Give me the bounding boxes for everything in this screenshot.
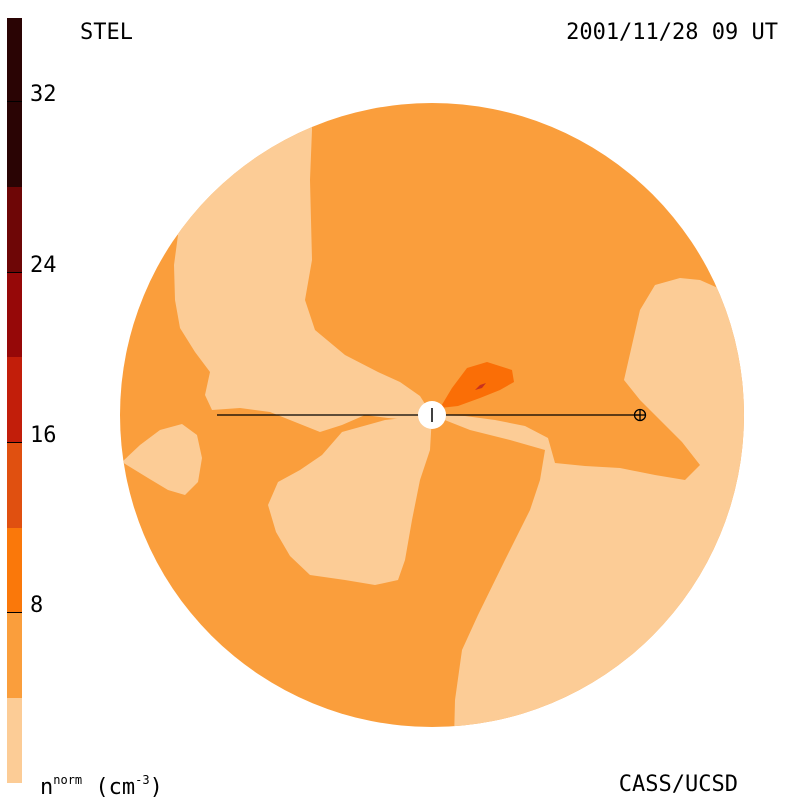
map-region-peak [475,383,486,390]
colorbar-segment [7,528,22,613]
credit-label: CASS/UCSD [618,772,738,797]
quantity-superscript: norm [53,773,83,787]
colorbar-segment [7,443,22,528]
quantity-unit: (cm [95,775,136,800]
quantity-base: n [40,775,54,800]
colorbar-tick [7,612,22,613]
colorbar-segment [7,613,22,698]
unit-superscript: -3 [135,773,150,787]
colorbar-segment [7,272,22,357]
map-region-low [268,415,432,585]
instrument-label: STEL [80,20,133,45]
timestamp-label: 2001/11/28 09 UT [566,20,778,45]
unit-close: ) [149,775,163,800]
colorbar-tick [7,101,22,102]
earth-icon [633,408,647,422]
colorbar-segment [7,18,22,187]
colorbar-tick-label: 24 [30,253,57,278]
colorbar-segment [7,357,22,443]
colorbar-tick [7,272,22,273]
map-region-low [122,424,202,495]
colorbar-segment [7,187,22,272]
colorbar-tick-label: 8 [30,593,44,618]
colorbar-segment [7,698,22,783]
quantity-label: nnorm (cm-3) [40,774,163,799]
colorbar-tick [7,442,22,443]
colorbar-tick-label: 32 [30,82,57,107]
map-region-high [440,362,514,408]
colorbar-tick-label: 16 [30,423,57,448]
